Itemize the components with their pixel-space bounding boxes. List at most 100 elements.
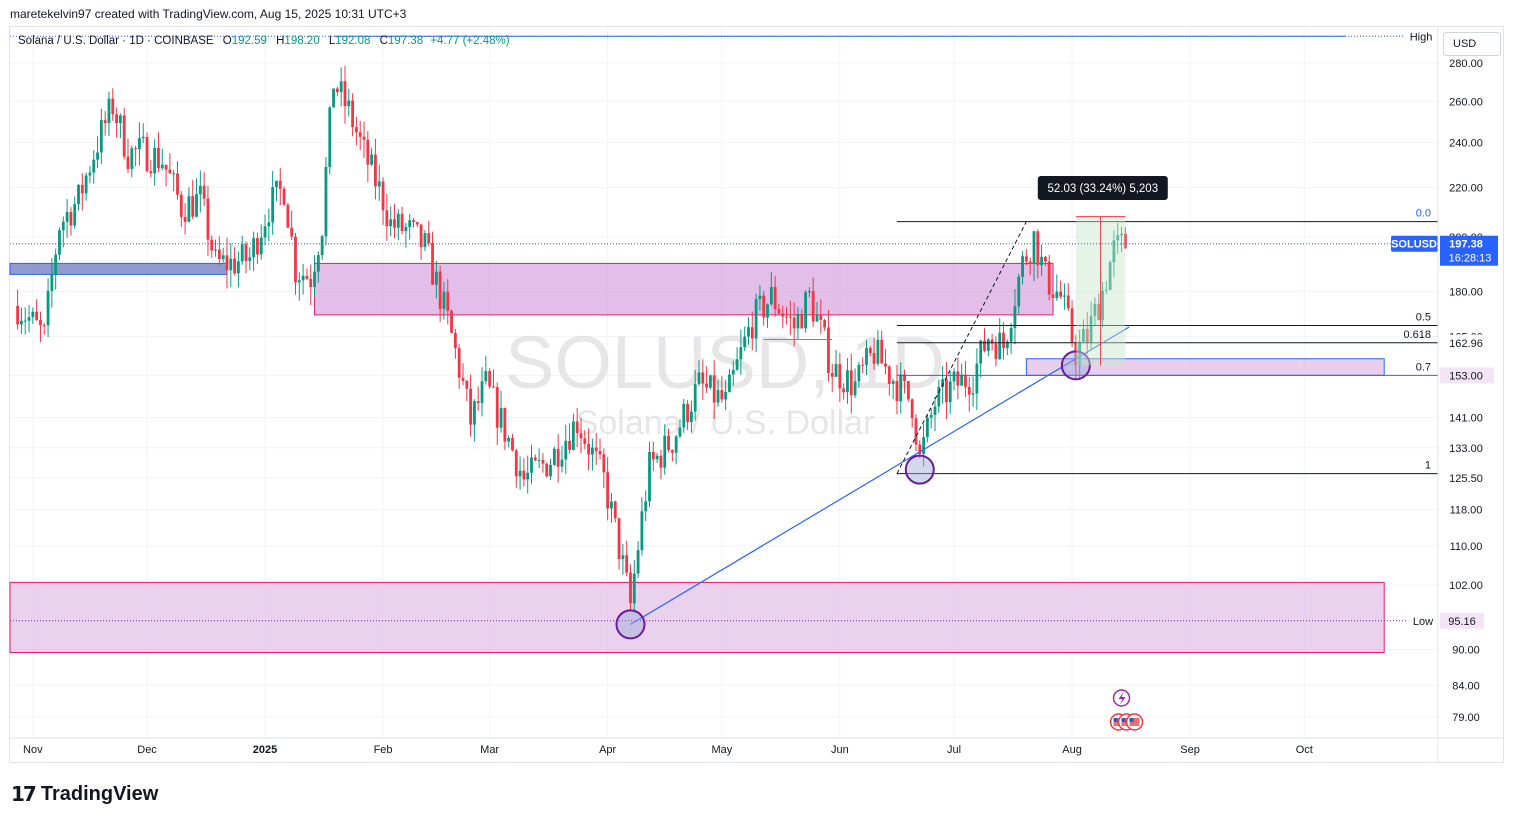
time-tick-label: Jul bbox=[947, 744, 961, 756]
tradingview-logo[interactable]: 17 TradingView bbox=[11, 782, 158, 806]
trendline-touch-circle bbox=[904, 454, 935, 485]
candle-body bbox=[282, 188, 286, 205]
candle-body bbox=[294, 236, 297, 283]
candle-body bbox=[610, 501, 613, 509]
high-marker-label: High bbox=[1410, 31, 1433, 43]
price-tick-label: 125.50 bbox=[1449, 473, 1483, 485]
candle-body bbox=[290, 227, 294, 237]
candle-body bbox=[54, 254, 58, 275]
time-tick-label: 2025 bbox=[253, 744, 277, 756]
candle-body bbox=[236, 261, 240, 274]
candle-body bbox=[339, 81, 343, 93]
candle-body bbox=[788, 316, 792, 318]
us-flag-canton bbox=[1129, 718, 1134, 722]
legend-open-label: O bbox=[222, 35, 232, 47]
fib-level-label: 0.618 bbox=[1403, 329, 1431, 341]
time-tick-label: Sep bbox=[1180, 744, 1200, 756]
symbol-tag bbox=[1391, 235, 1438, 252]
candle-body bbox=[240, 244, 244, 262]
candle-body bbox=[1013, 306, 1017, 329]
candle-body bbox=[735, 359, 739, 370]
candle-body bbox=[990, 339, 994, 344]
candle-body bbox=[396, 213, 400, 228]
candle-body bbox=[450, 310, 453, 333]
candle-body bbox=[617, 518, 621, 560]
candle-body bbox=[693, 383, 697, 412]
candle-body bbox=[153, 147, 157, 174]
candle-body bbox=[880, 339, 884, 364]
candle-body bbox=[613, 501, 617, 519]
supply-demand-zone bbox=[9, 581, 1385, 654]
candle-body bbox=[948, 381, 952, 403]
tradingview-wordmark: TradingView bbox=[40, 782, 159, 805]
candle-body bbox=[606, 472, 610, 509]
candle-body bbox=[404, 227, 408, 232]
candle-body bbox=[1032, 231, 1036, 264]
time-tick-label: Apr bbox=[599, 744, 616, 756]
supply-demand-zone bbox=[9, 262, 228, 275]
candle-body bbox=[682, 403, 686, 428]
candle-body bbox=[187, 196, 191, 222]
supply-demand-zone bbox=[314, 262, 1054, 316]
candle-body bbox=[663, 435, 667, 468]
candle-body bbox=[1017, 276, 1021, 307]
trendline-touch-circle bbox=[615, 609, 646, 640]
candle-body bbox=[739, 347, 743, 360]
candle-body bbox=[1024, 256, 1028, 262]
low-marker-bg bbox=[1407, 612, 1438, 629]
candle-body bbox=[42, 325, 46, 327]
time-tick-label: Feb bbox=[374, 744, 393, 756]
candle-body bbox=[442, 291, 446, 309]
level-price-tag bbox=[1440, 334, 1494, 351]
candle-body bbox=[800, 314, 804, 329]
candle-body bbox=[1074, 342, 1078, 366]
time-tick-label: Nov bbox=[23, 744, 43, 756]
time-axis: Nov Dec 2025 Feb Mar Apr May Jun Jul Aug Sep Oct bbox=[10, 737, 1504, 756]
candle-body bbox=[111, 98, 115, 115]
candle-body bbox=[168, 169, 172, 174]
candle-body bbox=[533, 457, 537, 461]
candle-body bbox=[594, 447, 598, 451]
candle-body bbox=[492, 386, 495, 388]
candle-body bbox=[160, 164, 164, 168]
candle-body bbox=[884, 363, 887, 367]
candle-body bbox=[887, 366, 891, 384]
time-tick-label: Oct bbox=[1296, 744, 1313, 756]
candle-body bbox=[453, 332, 457, 349]
candle-body bbox=[514, 450, 518, 477]
candle-body bbox=[903, 374, 906, 382]
level-price-value: 162.96 bbox=[1449, 338, 1483, 350]
level-price-value: 153.00 bbox=[1449, 370, 1483, 382]
candle-body bbox=[20, 320, 23, 325]
candle-body bbox=[541, 460, 545, 464]
candle-body bbox=[777, 309, 781, 314]
candle-body bbox=[960, 374, 964, 386]
tradingview-logo-icon: 17 bbox=[11, 782, 37, 806]
candle-body bbox=[465, 380, 469, 389]
candle-body bbox=[537, 460, 541, 462]
candle-body bbox=[107, 98, 111, 124]
candle-body bbox=[998, 332, 1002, 360]
candle-body bbox=[602, 454, 606, 473]
candle-body bbox=[781, 313, 785, 317]
candle-body bbox=[895, 381, 899, 402]
candle-body bbox=[195, 194, 198, 217]
candle-body bbox=[1078, 341, 1082, 366]
candle-body bbox=[198, 185, 202, 195]
candle-body bbox=[39, 319, 42, 326]
candle-body bbox=[1005, 341, 1009, 348]
legend-close-label: C bbox=[379, 35, 388, 47]
candle-body bbox=[164, 164, 168, 170]
price-tick-label: 240.00 bbox=[1449, 138, 1483, 150]
candle-body bbox=[419, 224, 423, 248]
legend-close: 197.38 bbox=[387, 35, 424, 47]
candle-body bbox=[214, 249, 217, 251]
candle-body bbox=[827, 327, 830, 373]
fib-trend-dashed bbox=[896, 221, 1027, 474]
candle-body bbox=[244, 244, 248, 262]
candle-body bbox=[1063, 295, 1066, 297]
currency-button[interactable]: USD bbox=[1443, 32, 1501, 56]
candle-body bbox=[61, 221, 65, 231]
candle-body bbox=[408, 220, 412, 228]
